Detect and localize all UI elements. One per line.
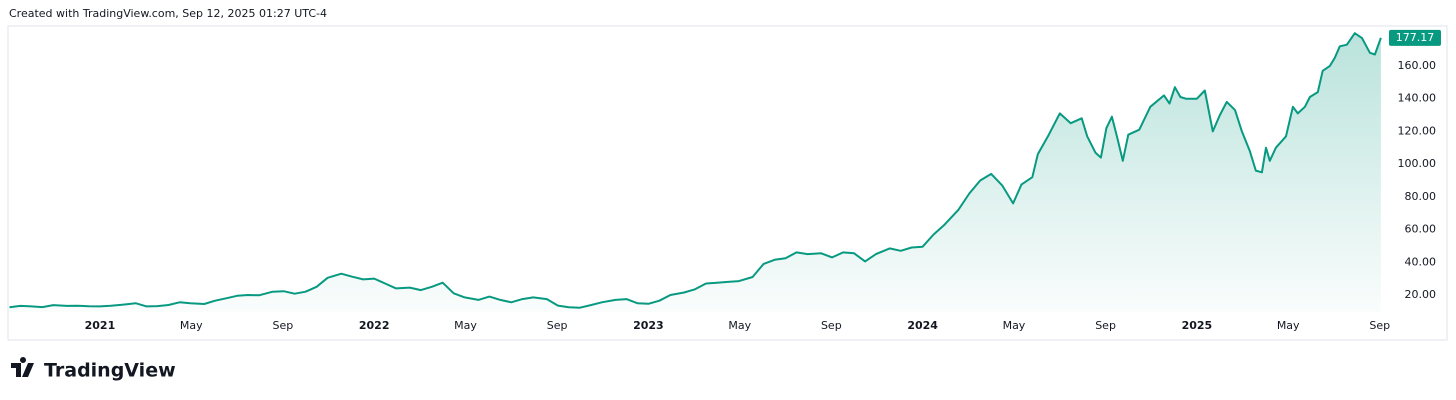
- y-tick-label: 100.00: [1398, 157, 1437, 170]
- subtitle: Created with TradingView.com, Sep 12, 20…: [9, 7, 327, 20]
- logo: [11, 357, 34, 377]
- x-tick-label: May: [180, 319, 203, 332]
- area: [9, 33, 1381, 312]
- brand: TradingView: [44, 360, 176, 382]
- x-tick-label: Sep: [1369, 319, 1390, 332]
- x-tick-label: 2024: [907, 319, 938, 332]
- x-tick-label: May: [728, 319, 751, 332]
- y-tick-label: 40.00: [1405, 255, 1437, 268]
- x-tick-label: Sep: [272, 319, 293, 332]
- chart-frame: [7, 25, 1448, 341]
- x-tick-label: 2022: [359, 319, 390, 332]
- x-tick-label: Sep: [1095, 319, 1116, 332]
- logo-icon: [11, 357, 34, 377]
- x-tick-label: May: [454, 319, 477, 332]
- y-tick-label: 120.00: [1398, 124, 1437, 137]
- x-tick-label: May: [1277, 319, 1300, 332]
- last-price-box: [1389, 29, 1441, 46]
- line: [9, 32, 1382, 309]
- y-tick-label: 20.00: [1405, 288, 1437, 301]
- x-tick-label: 2023: [633, 319, 664, 332]
- x-tick-label: Sep: [821, 319, 842, 332]
- x-tick-label: 2025: [1182, 319, 1213, 332]
- y-tick-label: 60.00: [1405, 223, 1437, 236]
- y-tick-label: 140.00: [1398, 92, 1437, 105]
- x-tick-label: May: [1003, 319, 1026, 332]
- y-tick-label: 160.00: [1398, 59, 1437, 72]
- last-price-label: 177.17: [1396, 31, 1435, 44]
- y-tick-label: 80.00: [1405, 190, 1437, 203]
- x-tick-label: Sep: [547, 319, 568, 332]
- x-tick-label: 2021: [85, 319, 116, 332]
